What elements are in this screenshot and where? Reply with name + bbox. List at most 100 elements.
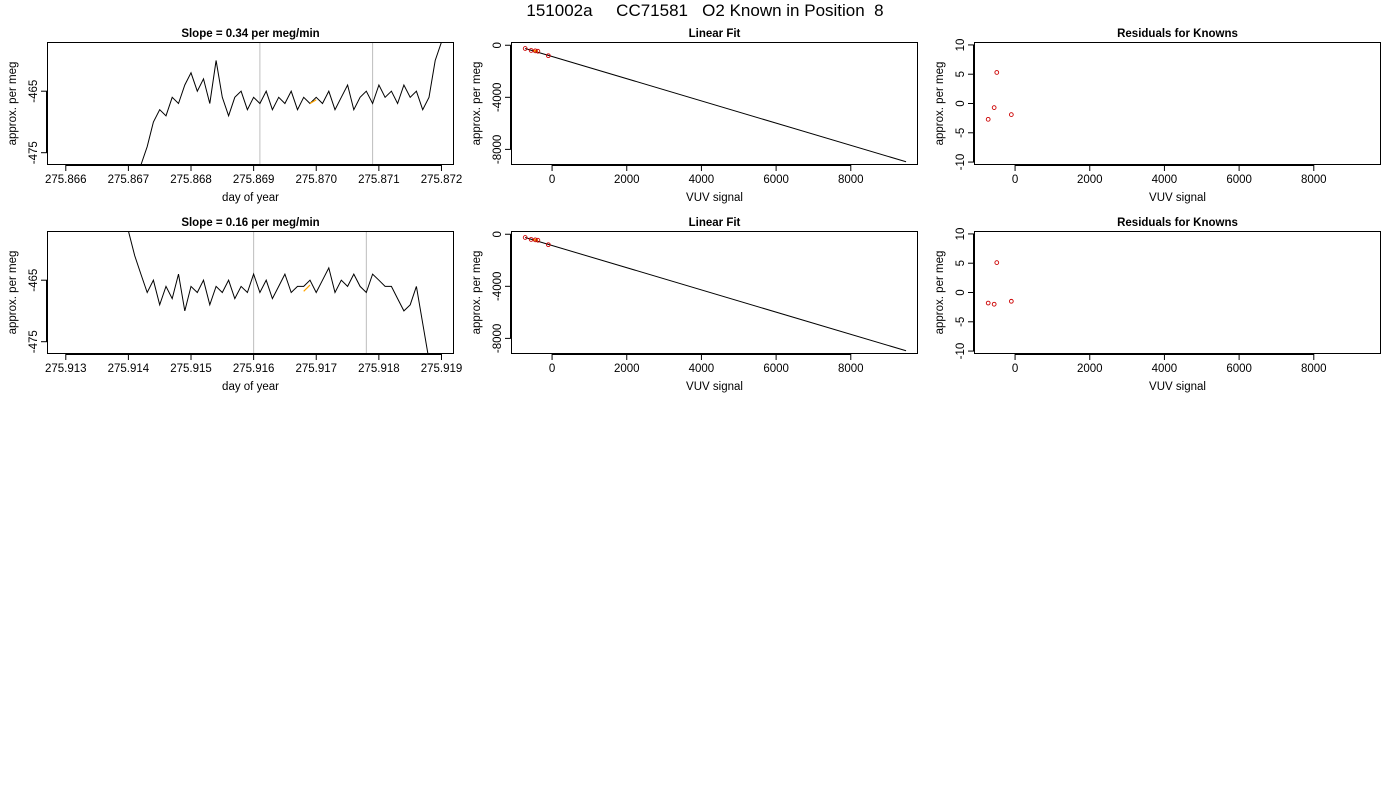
data-point: [545, 242, 551, 248]
x-tick-label: 6000: [1226, 174, 1252, 186]
x-axis-label: VUV signal: [686, 381, 743, 393]
panel-title: Residuals for Knowns: [1117, 28, 1238, 40]
panel-title: Slope = 0.34 per meg/min: [181, 28, 319, 40]
x-tick-label: 275.917: [295, 363, 337, 375]
x-tick-label: 0: [1012, 174, 1018, 186]
y-tick-label: -4000: [492, 83, 504, 112]
x-tick-label: 4000: [689, 363, 715, 375]
x-tick-label: 0: [549, 174, 555, 186]
x-tick-label: 8000: [838, 174, 864, 186]
x-axis-label: VUV signal: [1149, 192, 1206, 204]
plot-area: [127, 231, 429, 354]
y-tick-label: 10: [955, 228, 967, 241]
y-axis-label: approx. per meg: [7, 62, 19, 146]
x-tick-label: 2000: [614, 174, 640, 186]
x-tick-label: 6000: [763, 363, 789, 375]
x-axis-label: day of year: [222, 381, 279, 393]
data-point: [532, 237, 538, 243]
plot-area: [522, 235, 907, 352]
y-axis-label: approx. per meg: [934, 251, 946, 335]
x-tick-label: 6000: [1226, 363, 1252, 375]
x-tick-label: 0: [549, 363, 555, 375]
y-tick-label: -475: [28, 330, 40, 353]
panel-title: Linear Fit: [689, 217, 741, 229]
panel-3: Residuals for Knowns 0 2000 4000 6000 8000 10 5…: [934, 28, 1381, 204]
y-tick-label: -465: [28, 80, 40, 103]
y-tick-label: -8000: [492, 135, 504, 164]
panel-frame: [974, 231, 1381, 354]
x-tick-label: 275.870: [295, 174, 337, 186]
plot-area: [985, 70, 1014, 122]
y-tick-label: 0: [955, 289, 967, 295]
fit-line: [525, 48, 907, 163]
plot-area: [522, 46, 907, 163]
panel-5: Linear Fit 0 2000 4000 6000 8000 0 -4000 -8000 VU…: [471, 217, 918, 393]
y-tick-label: -5: [955, 317, 967, 327]
x-tick-label: 2000: [1077, 363, 1103, 375]
panel-frame: [974, 42, 1381, 165]
x-tick-label: 275.915: [170, 363, 212, 375]
data-point: [535, 237, 541, 243]
y-tick-label: -5: [955, 128, 967, 138]
y-tick-label: -10: [955, 154, 967, 171]
y-axis-label: approx. per meg: [471, 62, 483, 146]
x-tick-label: 4000: [1152, 363, 1178, 375]
panel-title: Residuals for Knowns: [1117, 217, 1238, 229]
x-tick-label: 8000: [1301, 174, 1327, 186]
y-tick-label: 5: [955, 71, 967, 77]
x-tick-label: 2000: [1077, 174, 1103, 186]
y-tick-label: -10: [955, 343, 967, 360]
data-point: [532, 48, 538, 54]
x-tick-label: 275.916: [233, 363, 275, 375]
data-point: [522, 46, 528, 51]
y-tick-label: -465: [28, 269, 40, 292]
x-tick-label: 275.869: [233, 174, 275, 186]
plot-area: [140, 42, 442, 165]
x-axis-label: day of year: [222, 192, 279, 204]
data-point: [994, 70, 1000, 75]
data-point: [535, 48, 541, 54]
data-point: [985, 116, 991, 122]
x-tick-label: 275.914: [108, 363, 150, 375]
x-axis-label: VUV signal: [686, 192, 743, 204]
panel-title: Slope = 0.16 per meg/min: [181, 217, 319, 229]
y-tick-label: -8000: [492, 324, 504, 353]
y-tick-label: -475: [28, 141, 40, 164]
y-tick-label: 0: [492, 42, 504, 48]
x-tick-label: 4000: [1152, 174, 1178, 186]
highlight-segment: [309, 99, 317, 105]
series-line: [127, 231, 429, 354]
panel-frame: [511, 42, 918, 165]
panel-title: Linear Fit: [689, 28, 741, 40]
page-title: 151002a CC71581 O2 Known in Position 8: [526, 1, 884, 20]
x-axis-label: VUV signal: [1149, 381, 1206, 393]
y-axis-label: approx. per meg: [7, 251, 19, 335]
x-tick-label: 275.919: [421, 363, 463, 375]
highlight-segment: [303, 284, 311, 292]
x-tick-label: 6000: [763, 174, 789, 186]
y-tick-label: -4000: [492, 272, 504, 301]
x-tick-label: 275.868: [170, 174, 212, 186]
x-tick-label: 275.866: [45, 174, 87, 186]
data-point: [1008, 112, 1014, 117]
data-point: [1008, 298, 1014, 304]
fit-line: [525, 237, 907, 352]
y-axis-label: approx. per meg: [934, 62, 946, 146]
x-tick-label: 2000: [614, 363, 640, 375]
panel-6: Residuals for Knowns 0 2000 4000 6000 8000 10 5…: [934, 217, 1381, 393]
x-tick-label: 8000: [1301, 363, 1327, 375]
data-point: [991, 301, 997, 307]
panel-frame: [47, 231, 454, 354]
data-point: [994, 260, 1000, 265]
data-point: [522, 235, 528, 240]
series-line: [140, 42, 442, 165]
panel-frame: [511, 231, 918, 354]
data-point: [985, 300, 991, 306]
y-tick-label: 5: [955, 260, 967, 266]
panel-4: Slope = 0.16 per meg/min 275.913 275.914 27…: [7, 217, 462, 393]
y-tick-label: 0: [492, 231, 504, 237]
x-tick-label: 0: [1012, 363, 1018, 375]
x-tick-label: 275.872: [421, 174, 463, 186]
y-tick-label: 10: [955, 39, 967, 52]
